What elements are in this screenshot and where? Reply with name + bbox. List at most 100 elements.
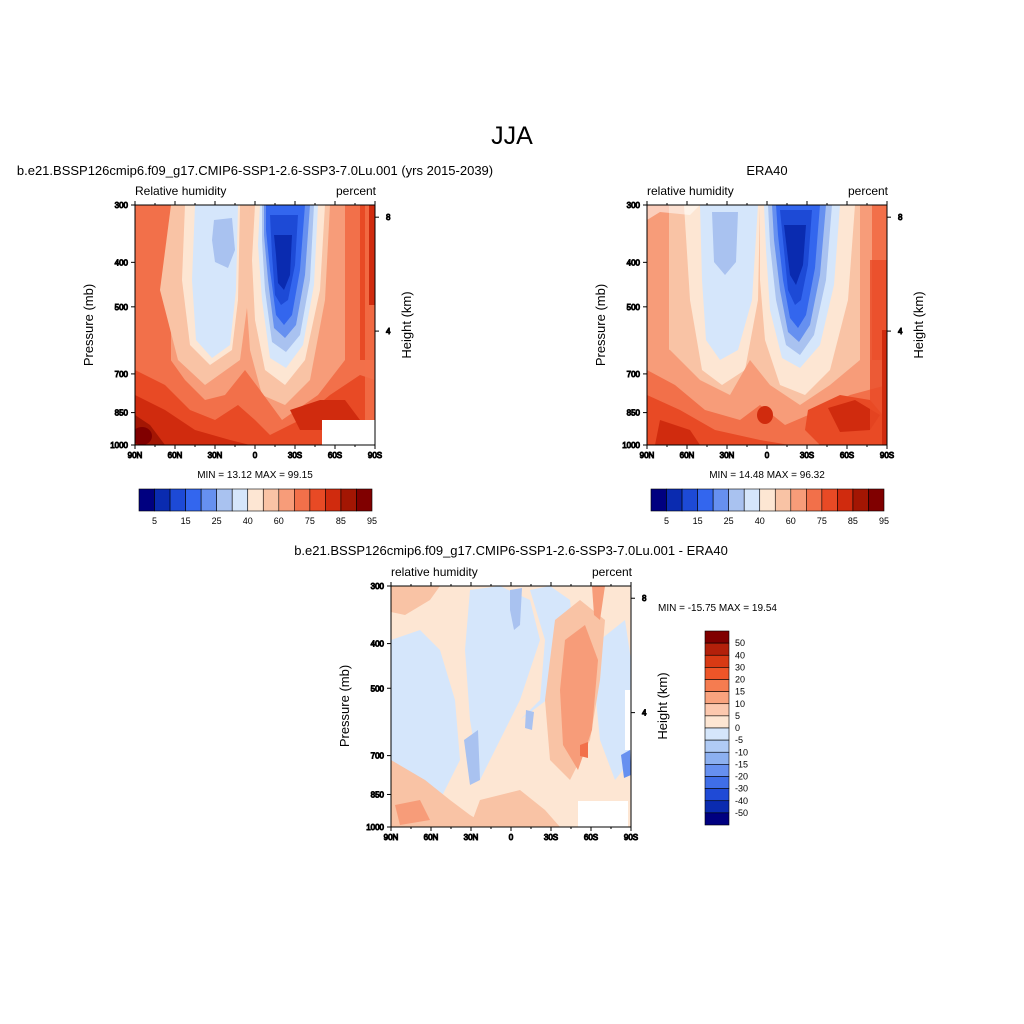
colorbar-swatch (868, 488, 885, 512)
y-tick-label: 400 (627, 258, 641, 267)
colorbar-swatch (704, 703, 730, 717)
colorbar-swatch (247, 488, 264, 512)
y-tick-label: 850 (371, 790, 385, 799)
colorbar-swatch (697, 488, 714, 512)
colorbar-swatch (325, 488, 342, 512)
panel-diff-stats: MIN = -15.75 MAX = 19.54 (658, 603, 777, 614)
x-tick-label: 90S (880, 451, 894, 460)
colorbar-swatch (704, 751, 730, 765)
colorbar-swatch (340, 488, 357, 512)
y2-tick-label: 4 (386, 327, 391, 336)
panel-model-contour-field (135, 205, 375, 445)
x-tick-label: 90N (384, 833, 399, 842)
y2-tick-label: 4 (642, 709, 647, 718)
colorbar-label: 0 (735, 723, 740, 733)
y-tick-label: 850 (115, 409, 129, 418)
colorbar-swatch (759, 488, 776, 512)
colorbar-swatch (185, 488, 202, 512)
y-tick-label: 1000 (622, 441, 640, 450)
panel-model-axes: 90N 60N 30N 0 30S 60S 90S 300 400 500 700 850 1000 8 4 (110, 201, 392, 461)
colorbar-swatch (704, 667, 730, 680)
panel-model-y2label: Height (km) (399, 291, 414, 358)
x-tick-label: 30S (800, 451, 814, 460)
colorbar-swatch (704, 654, 730, 668)
colorbar-label: 50 (735, 638, 745, 648)
panel-obs-subtitle: ERA40 (746, 163, 787, 178)
panel-diff-subtitle: b.e21.BSSP126cmip6.f09_g17.CMIP6-SSP1-2.… (294, 543, 728, 558)
colorbar-label: 40 (243, 516, 253, 526)
colorbar-label: 60 (274, 516, 284, 526)
colorbar-label: 75 (305, 516, 315, 526)
panel-obs-variable-label: relative humidity (647, 184, 734, 198)
panel-obs-units-label: percent (848, 184, 889, 198)
colorbar-swatch (216, 488, 233, 512)
colorbar-swatch (278, 488, 295, 512)
x-tick-label: 30N (720, 451, 735, 460)
y-tick-label: 400 (371, 640, 385, 649)
colorbar-label: 85 (336, 516, 346, 526)
colorbar-label: 60 (786, 516, 796, 526)
y-tick-label: 1000 (366, 823, 384, 832)
colorbar-label: 15 (735, 687, 745, 697)
colorbar-swatch (356, 488, 373, 512)
x-tick-label: 60N (680, 451, 695, 460)
y-tick-label: 700 (371, 752, 385, 761)
colorbar-swatch (704, 642, 730, 656)
panel-model-ylabel: Pressure (mb) (81, 284, 96, 366)
panel-model-stats: MIN = 13.12 MAX = 99.15 (197, 470, 313, 481)
x-tick-label: 90S (624, 833, 638, 842)
x-tick-label: 30N (208, 451, 223, 460)
colorbar-label: -40 (735, 796, 748, 806)
colorbar-label: 40 (735, 650, 745, 660)
colorbar-swatch (169, 488, 186, 512)
colorbar-swatch (790, 488, 807, 512)
y-tick-label: 500 (115, 303, 129, 312)
x-tick-label: 0 (253, 451, 258, 460)
colorbar-swatch (704, 788, 730, 802)
x-tick-label: 90S (368, 451, 382, 460)
colorbar-swatch (806, 488, 823, 512)
colorbar-swatch (681, 488, 698, 512)
x-tick-label: 60N (168, 451, 183, 460)
colorbar-swatch (704, 764, 730, 777)
panel-model-variable-label: Relative humidity (135, 184, 226, 198)
colorbar-swatch (704, 691, 730, 705)
panel-diff-axes: 90N 60N 30N 0 30S 60S 90S 300 400 500 700 850 1000 8 4 (366, 582, 648, 843)
colorbar-swatch (704, 739, 730, 753)
colorbar-label: 95 (367, 516, 377, 526)
colorbar-swatch (666, 488, 683, 512)
colorbar-label: 5 (664, 516, 669, 526)
colorbar-swatch (704, 727, 730, 741)
y-tick-label: 300 (115, 201, 129, 210)
colorbar-label: 75 (817, 516, 827, 526)
y2-tick-label: 8 (642, 594, 647, 603)
colorbar-swatch (704, 776, 730, 789)
colorbar-swatch (743, 488, 761, 512)
colorbar-swatch (262, 488, 280, 512)
colorbar-label: 40 (755, 516, 765, 526)
y-tick-label: 400 (115, 258, 129, 267)
x-tick-label: 90N (128, 451, 143, 460)
colorbar-swatch (231, 488, 249, 512)
colorbar-swatch (852, 488, 869, 512)
colorbar-swatch (728, 488, 745, 512)
panel-diff-units-label: percent (592, 565, 633, 579)
colorbar-label: -30 (735, 784, 748, 794)
panel-model-units-label: percent (336, 184, 377, 198)
y2-tick-label: 8 (898, 213, 903, 222)
figure-title: JJA (491, 122, 533, 150)
x-tick-label: 60S (328, 451, 342, 460)
colorbar-label: 95 (879, 516, 889, 526)
x-tick-label: 60S (840, 451, 854, 460)
colorbar-swatch (650, 488, 667, 512)
y-tick-label: 700 (115, 370, 129, 379)
panel-diff: b.e21.BSSP126cmip6.f09_g17.CMIP6-SSP1-2.… (294, 543, 777, 843)
y2-tick-label: 4 (898, 327, 903, 336)
colorbar-label: -50 (735, 808, 748, 818)
colorbar-swatch (309, 488, 326, 512)
colorbar-label: -10 (735, 747, 748, 757)
panel-obs: ERA40 relative humidity percent (593, 163, 926, 481)
colorbar-swatch (154, 488, 171, 512)
